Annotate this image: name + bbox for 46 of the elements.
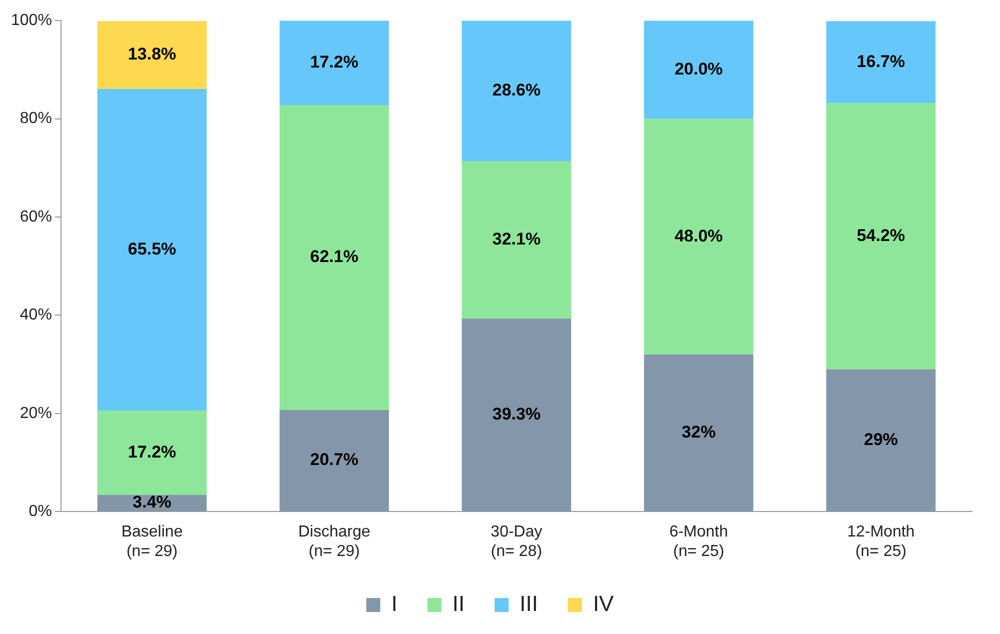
data-label: 16.7% <box>856 52 905 71</box>
data-label: 65.5% <box>128 239 176 258</box>
data-label: 32% <box>682 422 716 442</box>
bar <box>644 20 754 119</box>
bar <box>644 354 754 512</box>
data-label: 29% <box>864 430 898 449</box>
legend-label: II <box>452 591 465 616</box>
data-label: 54.2% <box>856 226 905 245</box>
bar <box>280 410 389 512</box>
y-tick-label: 20% <box>20 404 52 422</box>
data-label: 32.1% <box>492 230 541 249</box>
bar <box>97 410 207 495</box>
data-label: 3.4% <box>132 492 172 512</box>
bar <box>280 105 389 410</box>
bar <box>97 88 207 410</box>
x-tick-label: Baseline (n= 29) <box>121 524 183 560</box>
bar <box>462 20 572 162</box>
x-tick-label: 6-Month (n= 25) <box>669 524 728 560</box>
legend-label: I <box>391 591 398 616</box>
bar <box>826 21 936 104</box>
data-label: 20.7% <box>310 450 358 470</box>
bar <box>826 103 936 370</box>
data-label: 13.8% <box>128 44 176 64</box>
bar <box>462 161 572 319</box>
legend-label: IV <box>592 591 614 616</box>
y-tick-label: 80% <box>20 110 52 128</box>
data-label: 39.3% <box>492 404 541 424</box>
y-tick-label: 60% <box>20 208 52 226</box>
y-tick-label: 40% <box>20 306 52 324</box>
legend-label: III <box>520 591 538 616</box>
data-label: 28.6% <box>492 80 541 100</box>
bar <box>280 20 389 106</box>
data-label: 17.2% <box>128 442 176 462</box>
data-label: 48.0% <box>674 226 723 246</box>
x-tick-label: Discharge (n= 29) <box>298 524 370 560</box>
bar <box>97 21 207 89</box>
x-tick-label: 30-Day (n= 28) <box>490 524 542 560</box>
data-label: 17.2% <box>310 52 358 72</box>
bar <box>462 318 572 512</box>
data-label: 62.1% <box>310 247 358 266</box>
bar <box>826 369 936 512</box>
x-tick-label: 12-Month (n= 25) <box>847 524 915 560</box>
y-tick-label: 100% <box>11 12 52 30</box>
data-label: 20.0% <box>674 59 723 78</box>
y-tick-label: 0% <box>28 503 52 520</box>
bar <box>644 118 754 354</box>
